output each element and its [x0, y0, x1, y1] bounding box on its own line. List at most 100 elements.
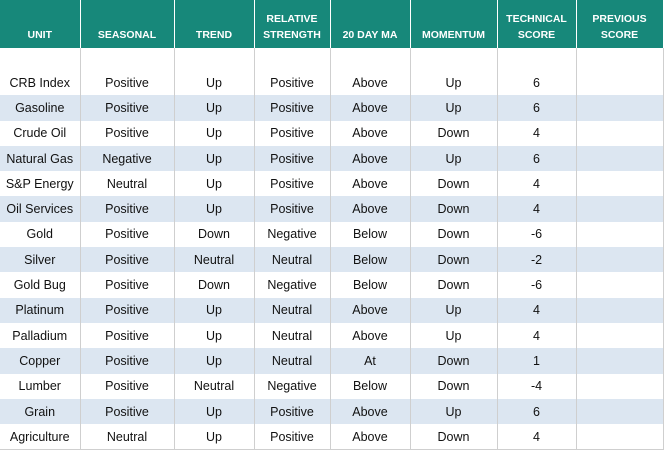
table-cell: Agriculture: [0, 424, 81, 451]
table-cell: Above: [330, 171, 411, 197]
table-cell: Positive: [254, 145, 331, 172]
table-row: Lumber Positive Neutral Negative Below Down -4: [0, 373, 664, 399]
table-cell: Positive: [254, 95, 331, 121]
table-row: Gold Bug Positive Down Negative Below Down -6: [0, 272, 664, 298]
table-cell: Positive: [80, 348, 175, 374]
table-row: CRB Index Positive Up Positive Above Up 6: [0, 70, 664, 96]
empty-cell: [576, 247, 664, 273]
table-cell: 4: [497, 171, 577, 197]
table-cell: Down: [410, 247, 498, 273]
table-cell: -2: [497, 247, 577, 273]
table-cell: Positive: [254, 70, 331, 96]
table-row: Crude Oil Positive Up Positive Above Down 4: [0, 120, 664, 146]
table-cell: Down: [410, 373, 498, 399]
table-cell: Down: [410, 196, 498, 222]
table-cell: Grain: [0, 398, 81, 425]
table-cell: Up: [174, 70, 255, 96]
table-cell: Above: [330, 322, 411, 349]
table-cell: Down: [174, 272, 255, 298]
table-cell: CRB Index: [0, 70, 81, 96]
table-cell: Up: [410, 70, 498, 96]
table-cell: 4: [497, 424, 577, 451]
table-cell: Positive: [254, 398, 331, 425]
table-cell: Negative: [254, 373, 331, 399]
table-cell: Down: [174, 221, 255, 248]
table-cell: Above: [330, 297, 411, 323]
table-cell: Positive: [80, 70, 175, 96]
table-cell: Up: [174, 322, 255, 349]
table-cell: Up: [174, 145, 255, 172]
table-row: S&P Energy Neutral Up Positive Above Down 4: [0, 171, 664, 197]
table-cell: Neutral: [254, 297, 331, 323]
column-header: TECHNICAL SCORE: [497, 0, 577, 48]
table-cell: 4: [497, 322, 577, 349]
table-cell: Down: [410, 221, 498, 248]
column-header: 20 DAY MA: [330, 0, 411, 48]
table-cell: Down: [410, 424, 498, 451]
table-cell: Positive: [80, 196, 175, 222]
table-cell: Neutral: [254, 322, 331, 349]
empty-cell: [576, 196, 664, 222]
table-cell: Above: [330, 424, 411, 451]
table-cell: Up: [174, 196, 255, 222]
table-row: Gold Positive Down Negative Below Down -6: [0, 221, 664, 248]
table-cell: Positive: [80, 297, 175, 323]
table-cell: -4: [497, 373, 577, 399]
table-cell: Positive: [80, 95, 175, 121]
table-row: Natural Gas Negative Up Positive Above Up 6: [0, 145, 664, 172]
table-cell: Silver: [0, 247, 81, 273]
table-cell: 6: [497, 70, 577, 96]
table-cell: Gold: [0, 221, 81, 248]
table-row: Grain Positive Up Positive Above Up 6: [0, 398, 664, 425]
table-cell: 4: [497, 120, 577, 146]
table-cell: Up: [410, 322, 498, 349]
table-cell: S&P Energy: [0, 171, 81, 197]
table-cell: Up: [410, 145, 498, 172]
table-row: Silver Positive Neutral Neutral Below Down -2: [0, 247, 664, 273]
table-cell: Positive: [80, 373, 175, 399]
table-cell: Down: [410, 348, 498, 374]
table-cell: Up: [174, 297, 255, 323]
table-cell: Up: [410, 398, 498, 425]
column-header: RELATIVE STRENGTH: [254, 0, 331, 48]
table-cell: Below: [330, 247, 411, 273]
table-cell: Palladium: [0, 322, 81, 349]
header-row: UNIT SEASONAL TREND RELATIVE STRENGTH 20 DAY…: [0, 0, 664, 48]
table-cell: Positive: [254, 196, 331, 222]
table-cell: Above: [330, 145, 411, 172]
table-cell: Neutral: [254, 348, 331, 374]
column-header: SEASONAL: [80, 0, 175, 48]
table-cell: Up: [174, 424, 255, 451]
score-table: UNIT SEASONAL TREND RELATIVE STRENGTH 20 DAY…: [0, 0, 664, 451]
table-row: Oil Services Positive Up Positive Above Down 4: [0, 196, 664, 222]
table-cell: 4: [497, 297, 577, 323]
table-cell: Positive: [80, 120, 175, 146]
table-cell: 6: [497, 398, 577, 425]
table-cell: Natural Gas: [0, 145, 81, 172]
table-cell: Positive: [80, 398, 175, 425]
table-cell: Up: [174, 398, 255, 425]
table-cell: Gasoline: [0, 95, 81, 121]
table-cell: Up: [174, 348, 255, 374]
table-cell: Above: [330, 120, 411, 146]
table-cell: Down: [410, 171, 498, 197]
column-header: MOMENTUM: [410, 0, 498, 48]
empty-cell: [576, 70, 664, 96]
table-row: Gasoline Positive Up Positive Above Up 6: [0, 95, 664, 121]
empty-cell: [576, 171, 664, 197]
table-cell: Up: [174, 120, 255, 146]
table-cell: At: [330, 348, 411, 374]
table-cell: Below: [330, 272, 411, 298]
empty-cell: [576, 424, 664, 451]
table-cell: Neutral: [254, 247, 331, 273]
table-cell: Up: [174, 171, 255, 197]
empty-cell: [576, 297, 664, 323]
table-cell: Neutral: [80, 171, 175, 197]
table-cell: Positive: [80, 221, 175, 248]
table-cell: Oil Services: [0, 196, 81, 222]
table-cell: Negative: [254, 272, 331, 298]
column-header: PREVIOUS SCORE: [576, 0, 664, 48]
table-cell: Down: [410, 272, 498, 298]
table-cell: Up: [410, 95, 498, 121]
